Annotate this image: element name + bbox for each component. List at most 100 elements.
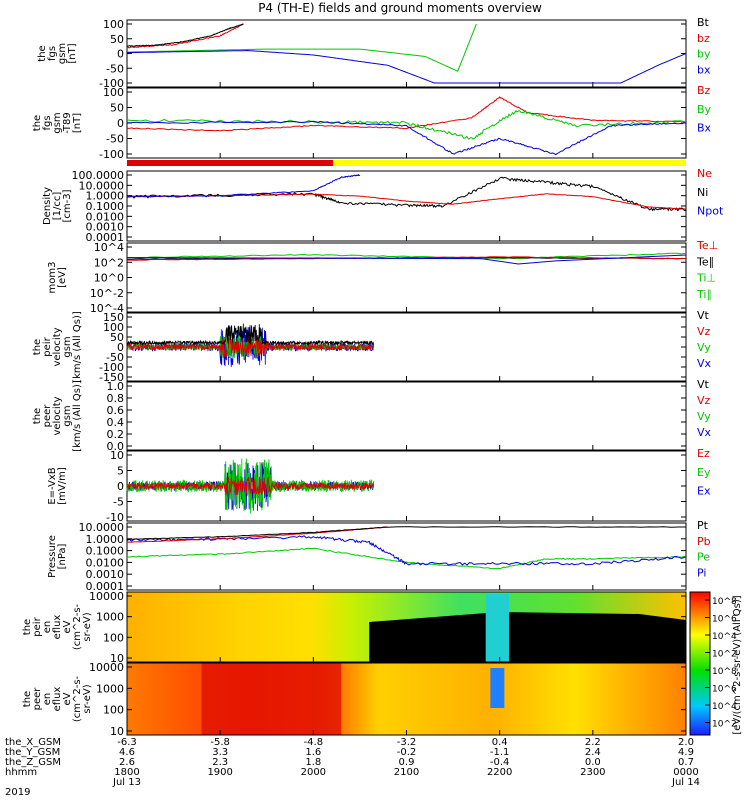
legend-Ni: Ni bbox=[697, 186, 708, 199]
y-tick-label: 100 bbox=[103, 86, 124, 99]
legend-Bx: Bx bbox=[697, 122, 712, 135]
x-col-date: Jul 13 bbox=[112, 777, 141, 788]
x-col-hhmm: 2200 bbox=[487, 767, 512, 778]
legend-Vt: Vt bbox=[697, 378, 710, 391]
series-bx bbox=[127, 51, 686, 84]
panel-temp: 10^4 10^2 10^0 10^-2 10^-4 mom3[eV] Te⊥ Te∥ Ti⊥ T… bbox=[47, 239, 718, 315]
legend-Vx: Vx bbox=[697, 426, 712, 439]
x-col-hhmm: 2300 bbox=[580, 767, 605, 778]
legend-Te⊥: Te⊥ bbox=[696, 239, 718, 252]
panel-frame bbox=[127, 382, 686, 450]
legend-Pb: Pb bbox=[697, 535, 711, 548]
y-tick-label: -50 bbox=[106, 62, 124, 75]
legend-Ez: Ez bbox=[697, 447, 710, 460]
panel-frame bbox=[127, 20, 686, 87]
status-bar-yellow bbox=[333, 160, 686, 166]
legend-Ti⊥: Ti⊥ bbox=[696, 272, 716, 285]
y-axis-label-line: [nT] bbox=[72, 113, 83, 133]
x-axis-labels: the_X_GSMthe_Y_GSMthe_Z_GSMhhmm-6.34.62.… bbox=[5, 737, 700, 788]
y-tick-label: 50 bbox=[110, 102, 124, 115]
y-axis-label: thefgsgsm-T89[nT] bbox=[32, 112, 83, 134]
y-tick-label: 1000 bbox=[96, 682, 124, 695]
y-tick-label: -50 bbox=[106, 133, 124, 146]
legend-Vy: Vy bbox=[697, 410, 711, 423]
series-Pi bbox=[127, 536, 686, 565]
legend-Vx: Vx bbox=[697, 357, 712, 370]
legend-Ey: Ey bbox=[697, 466, 711, 479]
y-tick-label: 0 bbox=[117, 480, 124, 493]
status-bar-red bbox=[127, 160, 333, 166]
y-tick-label: -100 bbox=[99, 148, 124, 161]
series-Pe bbox=[127, 548, 686, 568]
panel-frame bbox=[127, 171, 686, 241]
y-tick-label: 1000 bbox=[96, 611, 124, 624]
y-tick-label: 5 bbox=[117, 465, 124, 478]
y-tick-label: 10^0 bbox=[94, 272, 124, 285]
series-by bbox=[127, 24, 476, 71]
legend-Pt: Pt bbox=[697, 519, 709, 532]
y-tick-label: 10000 bbox=[89, 661, 124, 674]
x-col-hhmm: 2000 bbox=[301, 767, 326, 778]
y-tick-label: 100 bbox=[103, 704, 124, 717]
y-axis-label-line: [nPa] bbox=[57, 543, 68, 569]
legend-Vz: Vz bbox=[697, 325, 711, 338]
legend-Vt: Vt bbox=[697, 309, 710, 322]
x-col-date: Jul 14 bbox=[671, 777, 700, 788]
legend-Bz: Bz bbox=[697, 84, 711, 97]
y-tick-label: 10000 bbox=[89, 590, 124, 603]
y-axis-label-line: sr-eV) bbox=[82, 612, 93, 641]
legend-Npot: Npot bbox=[697, 205, 724, 218]
y-axis-label: E=-VxB[mV/m] bbox=[47, 467, 68, 505]
y-axis-label-line: [eV] bbox=[57, 267, 68, 288]
y-axis-label: thepeervelocitygsm[km/s (All Qs)] bbox=[32, 380, 83, 452]
legend-Bt: Bt bbox=[697, 16, 710, 29]
legend-By: By bbox=[697, 103, 712, 116]
y-tick-label: 10^-2 bbox=[90, 287, 124, 300]
y-axis-label-line: [km/s (All Qs)] bbox=[72, 311, 83, 383]
y-tick-label: 10^2 bbox=[94, 256, 124, 269]
y-axis-label-line: [cm-3] bbox=[62, 189, 73, 222]
spectrogram-peer-red-band bbox=[202, 663, 342, 735]
series-Pt bbox=[127, 527, 686, 540]
legend-Ex: Ex bbox=[697, 485, 711, 498]
y-axis-label-line: [mV/m] bbox=[57, 467, 68, 505]
spectrogram-peer-blue-band bbox=[490, 668, 504, 708]
y-tick-label: 50 bbox=[110, 33, 124, 46]
y-axis-label: thepeerenefluxeV(cm^2-s-sr-eV) bbox=[22, 675, 93, 722]
legend-Te∥: Te∥ bbox=[696, 255, 714, 268]
y-axis-label: thefgsgsm[nT] bbox=[37, 43, 78, 64]
legend-bz: bz bbox=[697, 32, 710, 45]
spectrogram-peir-cyan-band bbox=[486, 594, 509, 662]
y-axis-label: thepeirenefluxeV(cm^2-s-sr-eV) bbox=[22, 603, 93, 650]
legend-Vy: Vy bbox=[697, 341, 711, 354]
y-axis-label-line: [km/s (All Qs)] bbox=[72, 380, 83, 452]
series-Npot bbox=[127, 175, 360, 197]
legend-Ti∥: Ti∥ bbox=[696, 288, 712, 301]
y-tick-label: 100 bbox=[103, 18, 124, 31]
panel-frame bbox=[127, 243, 686, 312]
legend-Ne: Ne bbox=[697, 167, 712, 180]
year-label: 2019 bbox=[5, 787, 30, 798]
y-axis-label-line: [nT] bbox=[67, 43, 78, 63]
series-Bt bbox=[127, 24, 244, 46]
y-tick-label: 10^4 bbox=[94, 241, 124, 254]
panel-density: 100.000010.00001.00000.10000.01000.00100… bbox=[42, 167, 724, 244]
colorbar: 10^810^610^410^210^810^610^410^2 [eV/(cm… bbox=[690, 592, 743, 735]
y-tick-label: -5 bbox=[113, 496, 124, 509]
y-axis-label: thepeirvelocitygsm[km/s (All Qs)] bbox=[32, 311, 83, 383]
y-axis-label-line: sr-eV) bbox=[82, 684, 93, 713]
legend-Pi: Pi bbox=[697, 566, 706, 579]
colorbar-label: [eV/(cm^2-s-sr-eV) (All Qs)] bbox=[732, 595, 743, 734]
y-tick-label: 0 bbox=[117, 48, 124, 61]
x-row-label: hhmm bbox=[5, 767, 37, 778]
y-tick-label: 10 bbox=[110, 449, 124, 462]
panel-vpeer: 1.00.80.60.40.20.0thepeervelocitygsm[km/… bbox=[32, 378, 712, 453]
overview-plot: P4 (TH-E) fields and ground moments over… bbox=[0, 0, 750, 800]
y-axis-label: mom3[eV] bbox=[47, 262, 68, 294]
x-col-hhmm: 1900 bbox=[207, 767, 232, 778]
legend-Vz: Vz bbox=[697, 394, 711, 407]
x-col-hhmm: 2100 bbox=[394, 767, 419, 778]
series-Vt bbox=[127, 324, 374, 345]
series-bz bbox=[127, 24, 244, 48]
y-axis-label: Pressure[nPa] bbox=[47, 535, 68, 578]
